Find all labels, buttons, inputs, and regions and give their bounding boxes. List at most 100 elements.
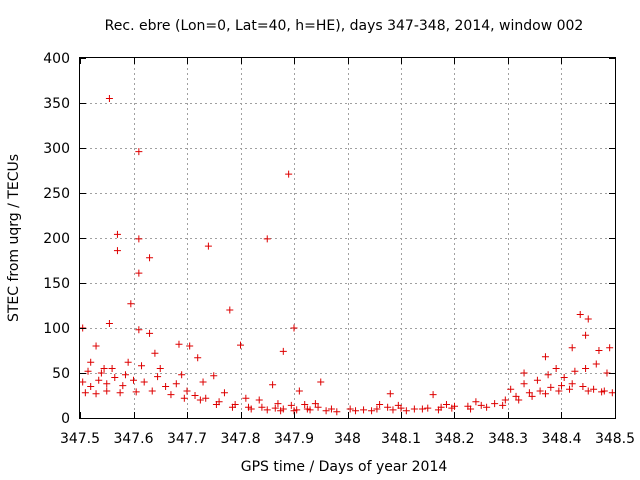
data-point <box>132 388 140 396</box>
data-point <box>79 378 87 386</box>
data-point <box>228 403 236 411</box>
data-point <box>130 376 137 384</box>
data-point <box>598 388 606 396</box>
data-point <box>269 381 277 389</box>
data-point <box>87 358 95 366</box>
data-point <box>135 269 143 277</box>
x-tick-label: 347.7 <box>167 431 207 447</box>
data-point <box>360 406 368 414</box>
x-tick-label: 347.6 <box>113 431 153 447</box>
data-point <box>287 401 295 409</box>
x-tick-label: 348.4 <box>541 431 581 447</box>
data-point <box>317 378 325 386</box>
data-point <box>384 403 392 411</box>
data-point <box>87 383 95 390</box>
data-point <box>584 387 592 395</box>
data-point <box>528 392 536 400</box>
data-point <box>258 403 266 411</box>
data-point <box>376 401 384 408</box>
data-point <box>592 360 600 368</box>
x-axis-label: GPS time / Days of year 2014 <box>241 459 448 475</box>
data-point <box>135 148 143 156</box>
data-point <box>242 394 250 402</box>
data-point <box>178 371 186 379</box>
data-point <box>119 382 127 390</box>
y-axis-label: STEC from uqrg / TECUs <box>6 154 22 322</box>
data-point <box>263 235 271 243</box>
data-point <box>301 401 309 408</box>
data-point <box>544 371 552 379</box>
data-point <box>172 380 180 388</box>
data-point <box>92 390 100 398</box>
data-point <box>154 373 162 381</box>
data-point <box>507 385 515 393</box>
data-point <box>116 389 124 397</box>
data-point <box>558 382 565 390</box>
data-point <box>368 407 376 415</box>
x-tick-label: 348.5 <box>595 431 635 447</box>
data-point <box>95 376 103 384</box>
y-tick-label: 150 <box>43 276 70 292</box>
data-point <box>576 311 584 318</box>
data-point <box>113 230 121 238</box>
y-tick-label: 0 <box>61 411 70 427</box>
data-point <box>113 247 121 255</box>
data-point <box>279 347 287 355</box>
data-point <box>196 396 204 404</box>
data-point <box>547 383 555 391</box>
y-tick-label: 300 <box>43 141 70 157</box>
y-tick-label: 50 <box>52 366 70 382</box>
axis-ticks <box>80 58 616 419</box>
data-point <box>111 374 119 381</box>
data-point <box>263 406 271 414</box>
data-point <box>124 358 132 366</box>
data-point <box>571 367 579 375</box>
data-point <box>151 349 159 357</box>
y-tick-labels: 0 50 100 150 200 250 300 350 400 <box>43 51 70 427</box>
y-tick-label: 350 <box>43 96 70 112</box>
data-point <box>322 407 330 415</box>
data-point <box>191 392 199 399</box>
data-point <box>477 401 485 409</box>
data-point <box>135 235 143 243</box>
data-point <box>373 405 381 413</box>
data-point <box>491 400 499 408</box>
data-point <box>212 401 220 408</box>
y-tick-label: 100 <box>43 321 70 337</box>
data-point <box>333 408 341 416</box>
data-point <box>520 380 528 388</box>
data-point <box>274 400 282 408</box>
data-point <box>541 390 549 398</box>
data-point <box>237 341 244 349</box>
data-point <box>295 387 303 395</box>
data-point <box>501 396 509 404</box>
y-tick-label: 400 <box>43 51 70 67</box>
data-point <box>568 380 576 388</box>
data-point <box>247 405 255 413</box>
data-point <box>582 365 590 372</box>
data-point <box>105 95 113 102</box>
data-point <box>103 387 111 395</box>
data-point <box>135 326 143 334</box>
x-tick-label: 347.9 <box>274 431 314 447</box>
data-point <box>100 365 108 372</box>
data-points <box>79 95 616 416</box>
data-point <box>138 362 146 370</box>
data-point <box>327 405 335 413</box>
chart-title: Rec. ebre (Lon=0, Lat=40, h=HE), days 34… <box>105 18 584 34</box>
data-point <box>386 390 394 398</box>
data-point <box>303 405 311 413</box>
data-point <box>92 342 100 350</box>
data-point <box>175 340 183 348</box>
data-point <box>582 331 590 339</box>
x-tick-label: 347.8 <box>220 431 260 447</box>
data-point <box>199 378 207 386</box>
data-point <box>608 389 616 397</box>
data-point <box>566 385 574 393</box>
data-point <box>606 344 614 352</box>
data-point <box>202 394 210 402</box>
plot-frame <box>79 57 616 419</box>
data-point <box>103 380 111 388</box>
data-point <box>81 389 89 397</box>
data-point <box>146 329 154 337</box>
